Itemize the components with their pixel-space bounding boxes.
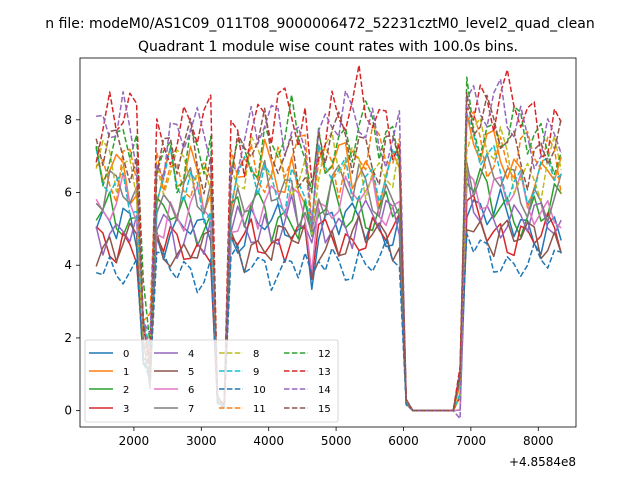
series-line-15 — [95, 92, 562, 412]
series-line-5 — [95, 215, 562, 412]
legend-label-8: 8 — [253, 349, 259, 360]
x-tick-label: 4000 — [253, 434, 284, 448]
figure-suptitle: n file: modeM0/AS1C09_011T08_9000006472_… — [45, 16, 594, 32]
axes-frame — [79, 57, 577, 428]
y-tick-label: 2 — [64, 331, 72, 345]
legend-label-13: 13 — [318, 367, 331, 378]
series-line-14 — [96, 78, 562, 420]
legend-label-2: 2 — [123, 385, 129, 396]
x-tick-label: 2000 — [119, 434, 150, 448]
x-tick-label: 6000 — [388, 434, 419, 448]
y-tick-label: 6 — [64, 186, 72, 200]
series-line-9 — [95, 112, 562, 412]
legend-label-14: 14 — [318, 385, 331, 396]
series-line-7 — [95, 152, 562, 412]
legend-label-3: 3 — [123, 404, 129, 415]
x-tick-label: 8000 — [523, 434, 554, 448]
legend-label-11: 11 — [253, 404, 266, 415]
series-line-4 — [95, 170, 562, 412]
legend-label-0: 0 — [123, 349, 129, 360]
legend-label-10: 10 — [253, 385, 266, 396]
legend-label-12: 12 — [318, 349, 331, 360]
y-axis: 0 2 4 6 8 — [64, 113, 80, 418]
series-line-13 — [95, 64, 562, 412]
y-tick-label: 0 — [64, 404, 72, 418]
legend-label-5: 5 — [188, 367, 194, 378]
y-tick-label: 4 — [64, 258, 72, 272]
legend-label-4: 4 — [188, 349, 194, 360]
legend-label-7: 7 — [188, 404, 194, 415]
legend-label-15: 15 — [318, 404, 331, 415]
x-offset-label: +4.8584e8 — [509, 455, 576, 469]
x-tick-label: 3000 — [186, 434, 217, 448]
series-line-8 — [95, 117, 562, 412]
series-line-6 — [95, 171, 562, 412]
y-tick-label: 8 — [64, 113, 72, 127]
legend-label-1: 1 — [123, 367, 129, 378]
x-tick-label: 7000 — [456, 434, 487, 448]
legend-label-6: 6 — [188, 385, 194, 396]
x-tick-label: 5000 — [321, 434, 352, 448]
legend-frame — [84, 339, 339, 423]
series-line-12 — [95, 76, 562, 412]
legend-label-9: 9 — [253, 367, 259, 378]
chart-title: Quadrant 1 module wise count rates with … — [138, 39, 518, 55]
series-layer — [95, 64, 562, 420]
series-line-10 — [95, 232, 562, 412]
x-axis: 2000 3000 4000 5000 6000 7000 8000 — [119, 427, 554, 448]
